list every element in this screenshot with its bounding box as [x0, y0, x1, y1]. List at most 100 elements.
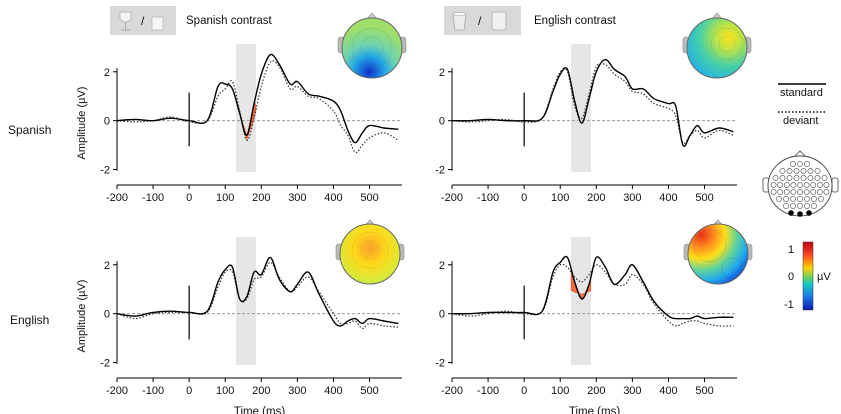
series-standard-line	[451, 255, 734, 320]
x-tick-label: -100	[142, 192, 164, 204]
x-tick-label: 0	[521, 192, 527, 204]
electrode-site	[776, 196, 782, 202]
electrode-site	[790, 196, 796, 202]
colorbar-unit: µV	[817, 271, 831, 283]
electrode-site	[821, 175, 828, 181]
analysis-window	[571, 237, 591, 365]
y-tick-label: 2	[104, 67, 110, 79]
y-axis-label: Amplitude (µV)	[76, 87, 88, 160]
erp-panel-3: -2 0 2 -200 -100 0 100 200 300 400 500 Amplitude (µ…	[76, 237, 402, 414]
x-tick-label: 200	[252, 192, 270, 204]
electrode-site	[790, 161, 796, 167]
x-tick-label: -100	[142, 385, 164, 397]
analysis-window	[236, 237, 256, 365]
topomap-english-spanish	[335, 219, 405, 285]
electrode-site	[770, 189, 777, 195]
electrode-site	[816, 189, 823, 195]
electrode-site	[818, 196, 824, 202]
y-axis-label: Amplitude (µV)	[76, 280, 88, 353]
x-tick-label: 500	[695, 385, 713, 397]
electrode-site	[793, 168, 800, 174]
x-tick-label: 500	[695, 192, 713, 204]
electrode-site	[810, 182, 817, 188]
y-tick-label: 2	[104, 260, 110, 272]
x-tick-label: -100	[477, 385, 499, 397]
x-tick-label: 300	[288, 385, 306, 397]
y-tick-label: -2	[435, 358, 445, 370]
electrode-site	[783, 196, 789, 202]
x-tick-label: 400	[324, 385, 342, 397]
electrode-site	[797, 196, 803, 202]
electrode-site	[804, 196, 810, 202]
wine-glass-icon	[119, 11, 132, 31]
series-deviant-line	[116, 261, 399, 329]
y-tick-label: -2	[100, 165, 110, 177]
mug-icon	[452, 12, 467, 31]
x-tick-label: 0	[521, 385, 527, 397]
colorbar-mid-label: 0	[788, 271, 794, 283]
x-tick-label: -100	[477, 192, 499, 204]
x-tick-label: -200	[441, 385, 463, 397]
electrode-site	[814, 168, 821, 174]
topomap-spanish-english	[682, 12, 752, 79]
electrode-site	[803, 189, 810, 195]
electrode-site	[816, 182, 823, 188]
x-tick-label: 0	[186, 385, 192, 397]
row-label-spanish: Spanish	[8, 123, 51, 137]
analysis-window	[571, 44, 591, 172]
electrode-site	[797, 203, 803, 209]
x-tick-label: 400	[659, 385, 677, 397]
electrode-site	[793, 175, 800, 181]
x-tick-label: 0	[186, 192, 192, 204]
erp-panel-4: -2 0 2 -200 -100 0 100 200 300 400 500 Time (ms)	[435, 237, 737, 414]
x-tick-label: -200	[441, 192, 463, 204]
row-label-english: English	[10, 313, 49, 327]
electrode-site	[777, 189, 784, 195]
x-tick-label: -200	[106, 385, 128, 397]
erp-panel-2: -2 0 2 -200 -100 0 100 200 300 400 500	[435, 44, 737, 204]
y-tick-label: 0	[439, 309, 445, 321]
series-deviant-line	[451, 62, 734, 144]
erp-panel-1: -2 0 2 -200 -100 0 100 200 300 400 500 Amplitude (µ…	[76, 44, 402, 204]
y-tick-label: 0	[104, 116, 110, 128]
electrode-site	[783, 189, 790, 195]
legend-standard-label: standard	[780, 87, 823, 99]
x-tick-label: 200	[587, 385, 605, 397]
x-tick-label: 500	[360, 192, 378, 204]
y-tick-label: -2	[100, 358, 110, 370]
topomap-spanish-spanish	[337, 12, 407, 79]
y-tick-label: 0	[104, 309, 110, 321]
y-tick-label: 0	[439, 116, 445, 128]
electrode-site	[797, 182, 803, 188]
electrode-site	[790, 203, 796, 209]
electrode-site	[783, 182, 790, 188]
selected-electrode-site	[797, 211, 803, 217]
electrode-site	[814, 175, 821, 181]
electrode-site	[786, 175, 793, 181]
colorbar-max-label: 1	[788, 244, 794, 256]
electrode-site	[811, 196, 817, 202]
electrode-site	[770, 182, 777, 188]
electrode-site	[797, 189, 803, 195]
electrode-layout-head	[762, 150, 839, 217]
x-tick-label: 300	[288, 192, 306, 204]
electrode-site	[779, 175, 786, 181]
electrode-site	[800, 168, 807, 174]
colorbar-min-label: -1	[784, 299, 794, 311]
x-tick-label: 100	[551, 192, 569, 204]
x-tick-label: 100	[216, 192, 234, 204]
electrode-site	[790, 189, 797, 195]
electrode-site	[823, 182, 830, 188]
colorbar: 1 0 -1 µV	[784, 241, 831, 311]
selected-electrode-site	[788, 210, 794, 216]
x-tick-label: 300	[623, 192, 641, 204]
electrode-site	[804, 203, 810, 209]
series-deviant-line	[451, 263, 734, 327]
electrode-site	[779, 168, 786, 174]
x-tick-label: 200	[587, 192, 605, 204]
x-tick-label: 200	[252, 385, 270, 397]
x-tick-label: 100	[551, 385, 569, 397]
x-tick-label: 300	[623, 385, 641, 397]
y-tick-label: -2	[435, 165, 445, 177]
